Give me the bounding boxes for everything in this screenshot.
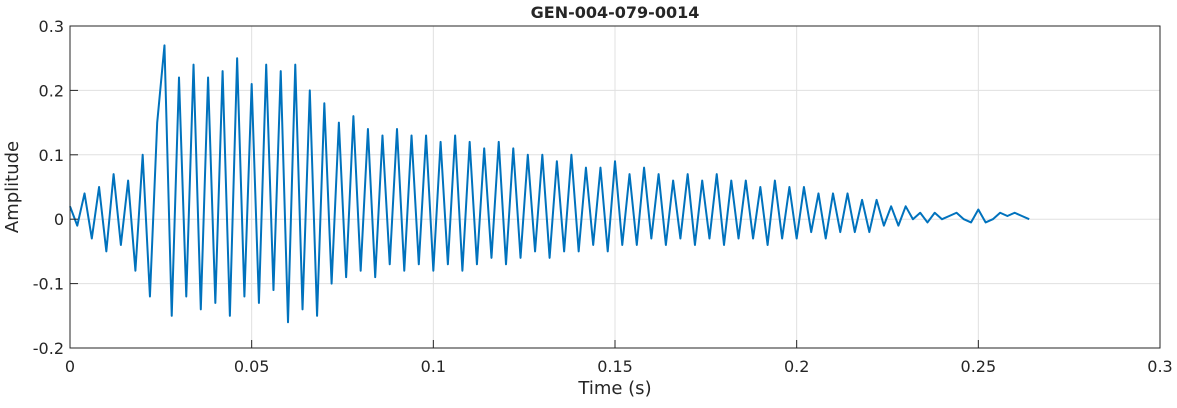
x-axis-label: Time (s) — [577, 378, 651, 399]
series-line — [69, 44, 1030, 324]
y-tick-label: 0 — [54, 210, 64, 229]
y-tick-label: 0.2 — [39, 81, 64, 100]
x-tick-label: 0.3 — [1147, 357, 1172, 376]
chart-title: GEN-004-079-0014 — [531, 3, 700, 22]
y-tick-label: -0.2 — [33, 339, 64, 358]
x-tick-label: 0 — [65, 357, 75, 376]
x-tick-label: 0.15 — [597, 357, 633, 376]
x-tick-label: 0.2 — [784, 357, 809, 376]
y-tick-label: 0.1 — [39, 146, 64, 165]
y-axis-label: Amplitude — [2, 141, 23, 233]
x-tick-label: 0.05 — [234, 357, 270, 376]
x-tick-label: 0.25 — [961, 357, 997, 376]
x-tick-label: 0.1 — [421, 357, 446, 376]
y-tick-label: 0.3 — [39, 17, 64, 36]
y-tick-label: -0.1 — [33, 275, 64, 294]
